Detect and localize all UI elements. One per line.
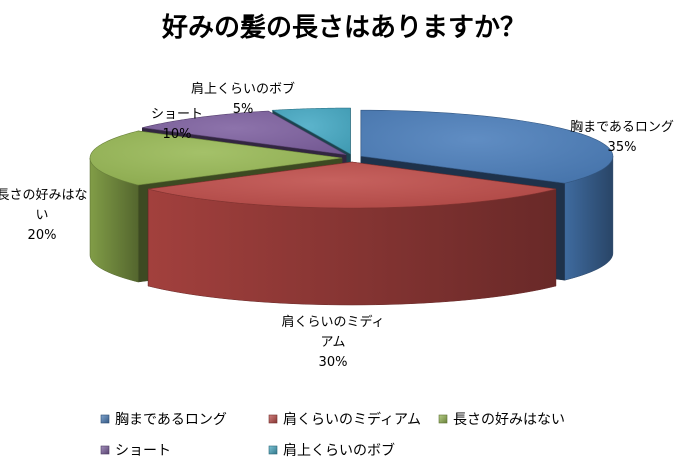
legend-item: 長さの好みはない <box>438 412 565 428</box>
chart-title: 好みの髪の長さはありますか？ <box>161 13 526 43</box>
legend-swatch <box>100 445 110 455</box>
legend-swatch <box>268 445 278 455</box>
slices-layer <box>89 107 614 306</box>
legend-label: 肩くらいのミディアム <box>283 411 421 428</box>
legend-swatch <box>100 414 110 424</box>
slice-label: 胸まであるロング 35% <box>570 120 674 155</box>
legend-item: 肩上くらいのボブ <box>268 442 395 459</box>
legend-item: ショート <box>100 443 171 459</box>
slice-label: ショート 10% <box>151 107 203 142</box>
legend-swatch <box>268 414 278 424</box>
legend-label: 胸まであるロング <box>115 412 227 428</box>
legend-item: 肩くらいのミディアム <box>268 411 421 428</box>
legend-label: 肩上くらいのボブ <box>283 442 395 459</box>
pie-slice <box>147 161 557 306</box>
slice-label: 肩くらいのミディアム 30% <box>281 314 384 370</box>
legend-swatch <box>438 414 448 424</box>
legend-label: 長さの好みはない <box>453 412 565 428</box>
slice-labels-layer: 胸まであるロング 35% 肩くらいのミディアム 30% 長さの好みはない 20% ショート 1… <box>0 81 674 370</box>
legend-label: ショート <box>115 443 171 459</box>
slice-label: 長さの好みはない 20% <box>0 188 88 243</box>
slice-label: 肩上くらいのボブ 5% <box>191 81 295 117</box>
legend-item: 胸まであるロング <box>100 412 227 428</box>
